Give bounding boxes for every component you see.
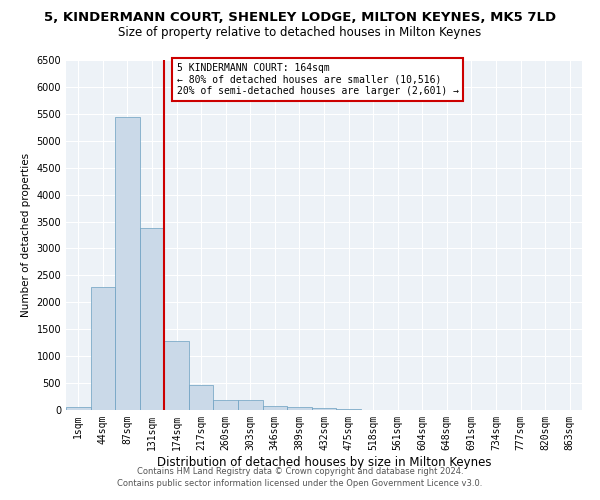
- Text: 5, KINDERMANN COURT, SHENLEY LODGE, MILTON KEYNES, MK5 7LD: 5, KINDERMANN COURT, SHENLEY LODGE, MILT…: [44, 11, 556, 24]
- Bar: [312, 408, 336, 410]
- Bar: [164, 340, 189, 410]
- Y-axis label: Number of detached properties: Number of detached properties: [21, 153, 31, 317]
- Text: Size of property relative to detached houses in Milton Keynes: Size of property relative to detached ho…: [118, 26, 482, 39]
- X-axis label: Distribution of detached houses by size in Milton Keynes: Distribution of detached houses by size …: [157, 456, 491, 468]
- Text: Contains HM Land Registry data © Crown copyright and database right 2024.
Contai: Contains HM Land Registry data © Crown c…: [118, 466, 482, 487]
- Bar: [189, 385, 214, 410]
- Bar: [336, 409, 361, 410]
- Text: 5 KINDERMANN COURT: 164sqm
← 80% of detached houses are smaller (10,516)
20% of : 5 KINDERMANN COURT: 164sqm ← 80% of deta…: [176, 62, 458, 96]
- Bar: [214, 400, 238, 410]
- Bar: [91, 287, 115, 410]
- Bar: [140, 228, 164, 410]
- Bar: [66, 407, 91, 410]
- Bar: [115, 116, 140, 410]
- Bar: [263, 406, 287, 410]
- Bar: [287, 407, 312, 410]
- Bar: [238, 400, 263, 410]
